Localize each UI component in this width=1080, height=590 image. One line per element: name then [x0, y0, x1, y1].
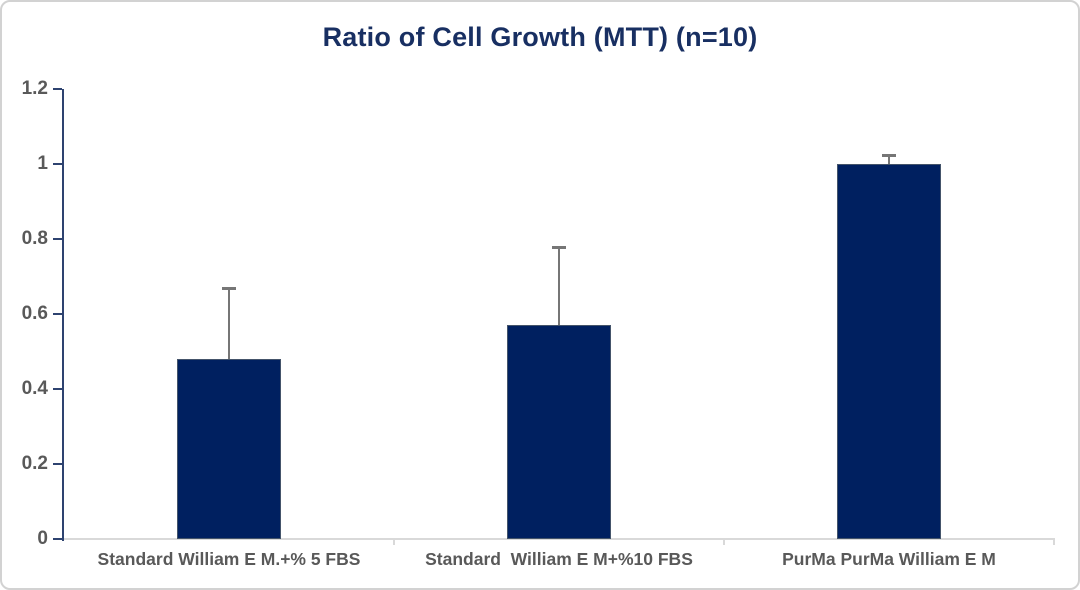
y-axis-tick-label: 0.6: [21, 303, 48, 324]
bar-2: [507, 325, 611, 539]
y-axis-tick-label: 1.2: [21, 78, 48, 99]
bar-1: [177, 359, 281, 539]
y-axis-tick-label: 1: [37, 153, 48, 174]
y-axis-tick: [53, 238, 62, 240]
y-axis-tick-label: 0.8: [21, 228, 48, 249]
y-axis-tick: [53, 313, 62, 315]
y-axis-tick-label: 0.4: [21, 378, 48, 399]
y-axis-line: [62, 89, 64, 541]
y-axis-tick: [53, 88, 62, 90]
bar-3: [837, 164, 941, 539]
error-bar-cap-3: [882, 153, 896, 157]
x-category-label-1: Standard William E M.+% 5 FBS: [97, 549, 361, 569]
error-bar-line-2: [558, 246, 560, 326]
x-axis-line: [64, 538, 1054, 540]
error-bar-line-1: [228, 287, 230, 359]
chart-title: Ratio of Cell Growth (MTT) (n=10): [322, 22, 758, 52]
error-bar-cap-1: [222, 286, 236, 290]
y-axis-tick: [53, 463, 62, 465]
x-axis-tick: [1053, 538, 1055, 545]
error-bar-cap-2: [552, 245, 566, 249]
x-category-label-2: Standard William E M+%10 FBS: [425, 549, 693, 569]
y-axis-tick: [53, 388, 62, 390]
x-category-label-3: PurMa PurMa William E M: [782, 549, 996, 569]
x-axis-tick: [393, 538, 395, 545]
y-axis-tick: [53, 538, 62, 540]
error-bar-line-3: [888, 154, 890, 164]
y-axis-tick-label: 0: [37, 528, 48, 549]
x-axis-tick: [723, 538, 725, 545]
y-axis-tick-label: 0.2: [21, 453, 48, 474]
y-axis-tick: [53, 163, 62, 165]
